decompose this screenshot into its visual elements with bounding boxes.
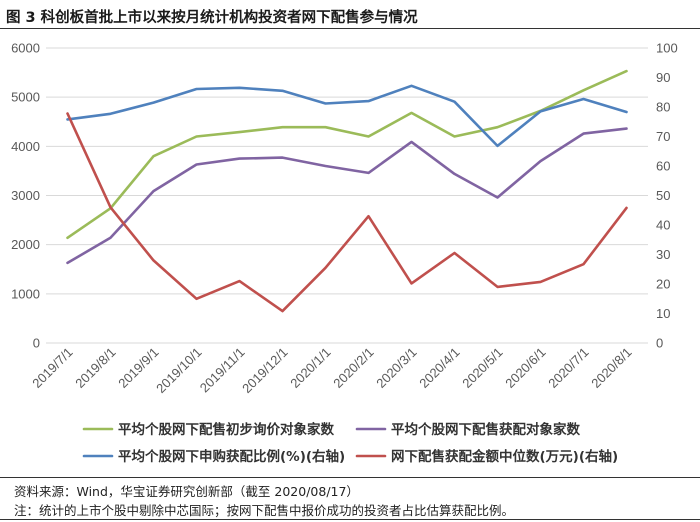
right-tick-label: 0 [656,336,663,351]
legend-label: 平均个股网下配售获配对象家数 [391,421,580,438]
right-axis-ticks: 0 10 20 30 40 50 60 70 80 90 100 [656,41,678,351]
x-tick-label: 2020/7/1 [545,345,591,391]
left-tick-label: 2000 [11,237,40,252]
x-tick-label: 2020/3/1 [373,345,419,391]
left-tick-label: 5000 [11,90,40,105]
source-note: 资料来源：Wind，华宝证券研究创新部（截至 2020/08/17） [14,484,359,499]
right-tick-label: 30 [656,247,670,262]
left-tick-label: 0 [33,336,40,351]
left-axis-ticks: 0 1000 2000 3000 4000 5000 6000 [11,41,40,351]
bottom-rule [0,519,700,520]
right-tick-label: 70 [656,129,670,144]
line-chart: 0 1000 2000 3000 4000 5000 6000 0 10 20 30 40 50 60 7… [11,41,678,466]
right-tick-label: 90 [656,70,670,85]
x-tick-label: 2019/10/1 [153,345,205,397]
x-tick-label: 2020/4/1 [416,345,462,391]
series-line-2 [66,127,628,265]
x-tick-label: 2019/8/1 [72,345,118,391]
x-tick-label: 2019/12/1 [239,345,291,397]
right-tick-label: 20 [656,277,670,292]
left-tick-label: 6000 [11,41,40,56]
series-line-4 [66,112,628,313]
x-tick-label: 2020/2/1 [330,345,376,391]
x-tick-label: 2019/7/1 [29,345,75,391]
method-note: 注：统计的上市个股中剔除中芯国际；按网下配售中报价成功的投资者占比估算获配比例。 [14,503,515,518]
legend-label: 平均个股网下配售初步询价对象家数 [118,421,334,438]
right-tick-label: 10 [656,306,670,321]
series-line-1 [66,69,628,240]
x-tick-label: 2020/6/1 [502,345,548,391]
footer-rule [0,477,700,478]
series-line-3 [66,84,628,148]
gridlines [46,47,648,344]
x-tick-label: 2020/8/1 [588,345,634,391]
right-tick-label: 40 [656,218,670,233]
x-tick-label: 2020/1/1 [287,345,333,391]
left-tick-label: 3000 [11,188,40,203]
series-lines [66,69,628,313]
right-tick-label: 50 [656,188,670,203]
left-tick-label: 1000 [11,286,40,301]
left-tick-label: 4000 [11,139,40,154]
legend-label: 网下配售获配金额中位数(万元)(右轴) [391,448,618,465]
chart-title: 图 3 科创板首批上市以来按月统计机构投资者网下配售参与情况 [6,10,418,26]
right-tick-label: 60 [656,159,670,174]
right-tick-label: 100 [656,41,678,56]
right-tick-label: 80 [656,100,670,115]
legend-label: 平均个股网下申购获配比例(%)(右轴) [118,448,345,465]
x-axis-ticks: 2019/7/12019/8/12019/9/12019/10/12019/11… [29,345,634,397]
legend: 平均个股网下配售初步询价对象家数 平均个股网下配售获配对象家数平均个股网下申购获配… [82,421,618,465]
top-rule [0,28,700,29]
x-tick-label: 2019/11/1 [197,345,248,396]
x-tick-label: 2020/5/1 [459,345,505,391]
